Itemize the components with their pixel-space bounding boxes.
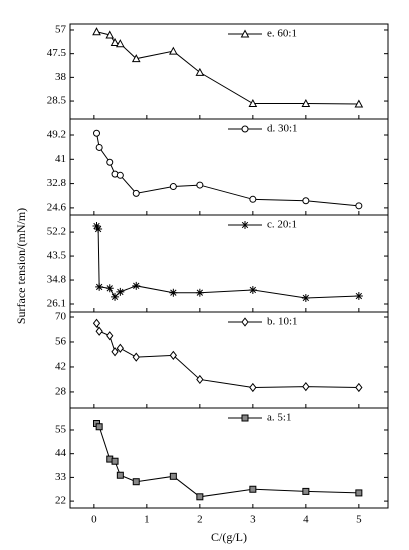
panel-frame [69,118,389,216]
marker [132,281,141,290]
marker [105,284,114,293]
marker [93,129,100,137]
y-tick-label: 44 [55,447,67,459]
marker [106,158,114,166]
marker [355,202,363,210]
y-tick-label: 42 [55,360,66,372]
marker [169,472,177,480]
y-tick-label: 22 [55,495,66,507]
marker [111,347,119,357]
y-tick-label: 56 [55,336,67,348]
y-tick-label: 41 [55,153,66,165]
y-tick-label: 34.8 [47,274,67,286]
marker [110,37,120,46]
marker [95,326,103,336]
legend-label: a. 5:1 [267,412,291,424]
marker [116,39,125,48]
x-tick-label: 1 [144,514,150,526]
marker [355,489,363,497]
y-axis-label: Surface tension/(mN/m) [14,208,28,324]
panel-frame [69,407,389,509]
marker [301,98,311,108]
y-tick-label: 70 [55,311,67,323]
marker [302,197,310,205]
y-tick-label: 52.2 [47,226,66,238]
marker [196,181,204,189]
y-tick-label: 47.5 [47,47,67,59]
marker [248,98,258,108]
marker [196,493,204,501]
y-tick-label: 28 [55,385,67,397]
marker [131,54,141,63]
marker [95,143,103,151]
marker [95,282,104,291]
marker [355,382,363,393]
marker [116,471,124,479]
y-tick-label: 57 [55,24,67,36]
marker [241,221,249,229]
marker [249,382,257,393]
marker [116,171,124,179]
y-tick-label: 32.8 [47,177,67,189]
marker [132,478,140,486]
marker [106,331,114,341]
y-tick-label: 28.5 [47,95,67,107]
x-tick-label: 3 [250,514,256,526]
x-axis-label: C/(g/L) [211,530,247,544]
x-tick-label: 5 [356,514,362,526]
marker [301,293,310,302]
panel-frame [69,23,389,120]
marker [169,46,178,55]
y-tick-label: 24.6 [47,201,67,213]
marker [92,27,101,36]
marker [354,292,363,301]
marker [111,292,120,301]
marker [105,30,115,39]
y-tick-label: 33 [55,471,67,483]
marker [116,343,124,353]
y-tick-label: 38 [55,71,67,83]
series-line [96,31,359,105]
legend-label: b. 10:1 [267,316,298,328]
panel-frame [69,311,389,409]
series-line [96,423,359,498]
marker [196,374,204,385]
marker [132,352,140,362]
marker [248,285,257,294]
y-tick-label: 49.2 [47,129,66,141]
marker [240,29,250,38]
y-tick-label: 43.5 [47,250,67,262]
y-tick-label: 26.1 [47,298,66,310]
marker [92,222,101,231]
marker [169,183,177,191]
legend-label: e. 60:1 [267,28,297,40]
marker [116,287,125,296]
marker [241,317,249,327]
marker [92,318,101,328]
marker [111,457,119,465]
marker [241,414,249,422]
marker [94,225,103,234]
x-tick-label: 2 [197,514,203,526]
marker [95,423,103,431]
x-tick-label: 4 [303,514,309,526]
marker [195,288,204,297]
series-line [96,225,359,299]
legend-label: d. 30:1 [267,123,298,135]
marker [249,485,257,493]
marker [169,288,178,297]
marker [241,125,249,133]
legend-label: c. 20:1 [267,219,297,231]
marker [302,381,310,392]
marker [132,189,140,197]
marker [302,487,310,495]
marker [169,350,177,360]
panel-frame [69,214,389,313]
marker [354,99,364,108]
x-tick-label: 0 [91,514,97,526]
marker [249,195,257,203]
marker [195,67,205,76]
y-tick-label: 55 [55,424,67,436]
